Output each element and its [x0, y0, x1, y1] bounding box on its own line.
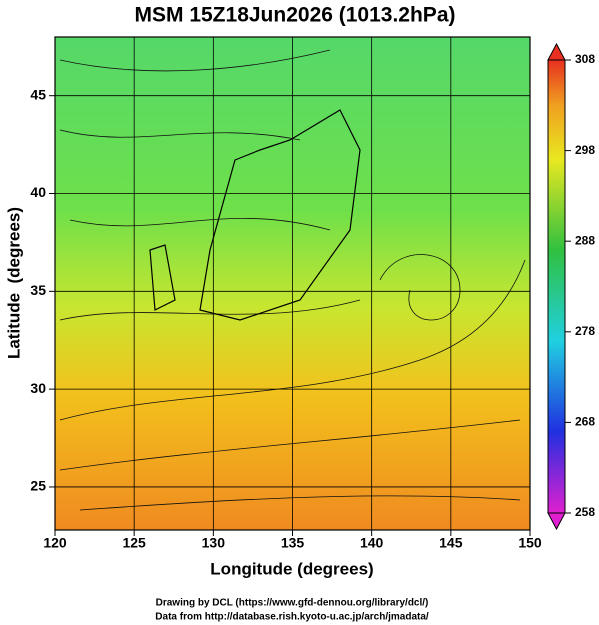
colorbar-min-arrow [547, 512, 566, 531]
y-tick-label: 25 [30, 478, 46, 494]
x-tick-label: 145 [439, 535, 463, 551]
x-tick-label: 140 [360, 535, 384, 551]
x-tick-label: 120 [43, 535, 67, 551]
chart-title: MSM 15Z18Jun2026 (1013.2hPa) [135, 4, 456, 27]
y-tick-label: 35 [30, 282, 46, 298]
streamlines [59, 49, 526, 511]
y-tick-label: 40 [30, 184, 46, 200]
x-tick-label: 130 [202, 535, 226, 551]
y-axis-label: Latitude (degrees) [4, 207, 23, 359]
colorbar-tick-label: 258 [575, 505, 595, 519]
colorbar-max-arrow [547, 42, 566, 61]
footer-credit: Drawing by DCL (https://www.gfd-dennou.o… [156, 598, 429, 609]
colorbar-tick-label: 298 [575, 143, 595, 157]
colorbar-tick-label: 268 [575, 415, 595, 429]
x-tick-label: 150 [518, 535, 542, 551]
colorbar-tick-label: 308 [575, 52, 595, 66]
y-tick-label: 45 [30, 86, 46, 102]
colorbar-tick-label: 278 [575, 324, 595, 338]
colorbar [547, 59, 566, 514]
x-axis-label: Longitude (degrees) [210, 559, 373, 578]
x-tick-label: 135 [281, 535, 305, 551]
colorbar-tick-label: 288 [575, 233, 595, 247]
x-tick-label: 125 [122, 535, 146, 551]
footer-source: Data from http://database.rish.kyoto-u.a… [155, 612, 429, 623]
y-tick-label: 30 [30, 380, 46, 396]
